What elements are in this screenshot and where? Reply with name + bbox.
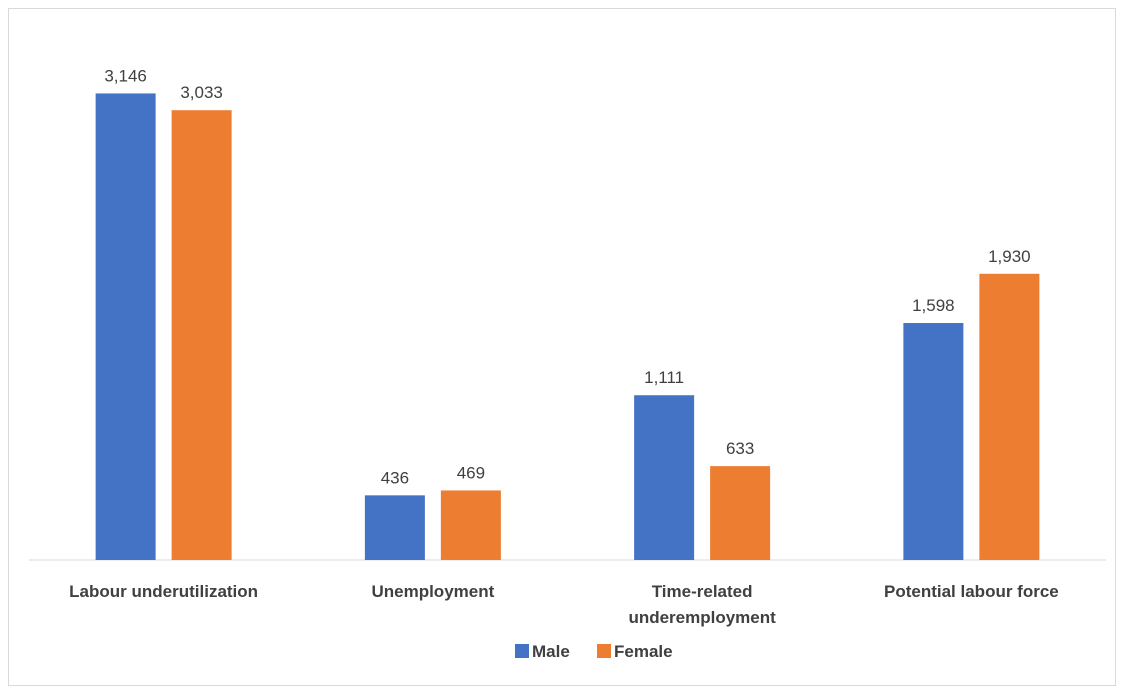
data-label-male-3: 1,598 bbox=[912, 296, 955, 315]
bar-male-2 bbox=[634, 395, 695, 560]
data-label-male-0: 3,146 bbox=[104, 66, 147, 85]
data-label-female-1: 469 bbox=[457, 463, 485, 482]
legend-swatch-male bbox=[515, 644, 529, 658]
category-label-0: Labour underutilization bbox=[69, 582, 258, 601]
bar-female-2 bbox=[710, 466, 771, 560]
data-label-male-2: 1,111 bbox=[644, 368, 684, 387]
category-label-2: Time-related bbox=[652, 582, 753, 601]
bar-female-0 bbox=[171, 110, 232, 560]
category-label-2: underemployment bbox=[628, 608, 776, 627]
legend-label-female: Female bbox=[614, 642, 673, 661]
category-label-3: Potential labour force bbox=[884, 582, 1059, 601]
data-label-female-2: 633 bbox=[726, 439, 754, 458]
bar-female-3 bbox=[979, 273, 1040, 560]
data-label-male-1: 436 bbox=[381, 468, 409, 487]
bar-male-1 bbox=[364, 495, 425, 560]
bar-chart: 3,146 3,033 Labour underutilization 436 469 U… bbox=[29, 66, 1106, 661]
bar-female-1 bbox=[440, 490, 501, 560]
data-label-female-0: 3,033 bbox=[180, 83, 223, 102]
chart-area: 3,146 3,033 Labour underutilization 436 469 U… bbox=[8, 8, 1116, 686]
data-label-female-3: 1,930 bbox=[988, 247, 1031, 266]
bar-male-0 bbox=[95, 93, 156, 561]
bar-male-3 bbox=[903, 323, 964, 560]
legend-label-male: Male bbox=[532, 642, 570, 661]
legend-swatch-female bbox=[597, 644, 611, 658]
category-label-1: Unemployment bbox=[371, 582, 494, 601]
